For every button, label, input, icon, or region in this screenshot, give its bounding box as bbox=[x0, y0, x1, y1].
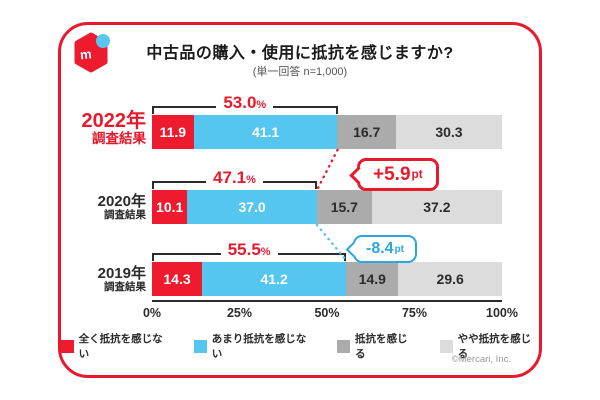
bar-segment: 11.9 bbox=[152, 115, 194, 149]
bubble-tail-icon bbox=[349, 166, 368, 185]
bar-segment: 37.0 bbox=[187, 190, 317, 224]
bar-segment: 30.3 bbox=[395, 115, 502, 149]
survey-row-2020: 47.1% 10.1 37.0 15.7 37.2 bbox=[152, 168, 502, 224]
bracket-label: 47.1% bbox=[205, 168, 263, 190]
row-label-2019: 2019年 調査結果 bbox=[97, 265, 146, 293]
bar-segment: 41.2 bbox=[202, 262, 347, 296]
bracket-label: 55.5% bbox=[220, 240, 278, 262]
bar-segment: 10.1 bbox=[152, 190, 188, 224]
segment-value: 16.7 bbox=[353, 124, 381, 140]
copyright: ©Mercari, Inc. bbox=[451, 354, 511, 365]
legend: 全く抵抗を感じない あまり抵抗を感じない 抵抗を感じる やや抵抗を感じる bbox=[61, 331, 539, 361]
bubble-tail-icon bbox=[345, 241, 362, 258]
callout-plus: +5.9 pt bbox=[349, 158, 439, 191]
x-axis: 0% 25% 50% 75% 100% bbox=[61, 306, 539, 322]
bracket-2022: 53.0% bbox=[152, 93, 338, 115]
segment-value: 14.9 bbox=[358, 271, 386, 287]
axis-tick: 25% bbox=[226, 306, 253, 320]
legend-swatch bbox=[194, 339, 207, 353]
bracket-2019: 55.5% bbox=[152, 240, 347, 262]
segment-value: 37.0 bbox=[238, 199, 266, 215]
row-label-2020: 2020年 調査結果 bbox=[97, 193, 146, 221]
bracket-2020: 47.1% bbox=[152, 168, 317, 190]
legend-swatch bbox=[440, 339, 453, 353]
stacked-bar-2019: 14.3 41.2 14.9 29.6 bbox=[152, 262, 502, 296]
axis-tick: 100% bbox=[486, 306, 518, 320]
segment-value: 30.3 bbox=[435, 124, 463, 140]
segment-value: 15.7 bbox=[330, 199, 358, 215]
legend-item: あまり抵抗を感じない bbox=[194, 331, 313, 361]
segment-value: 29.6 bbox=[436, 271, 464, 287]
legend-item: 抵抗を感じる bbox=[337, 331, 416, 361]
bar-segment: 41.1 bbox=[193, 115, 338, 149]
legend-item: やや抵抗を感じる bbox=[440, 331, 539, 361]
axis-tick: 75% bbox=[401, 306, 428, 320]
segment-value: 41.1 bbox=[251, 124, 280, 140]
bar-segment: 16.7 bbox=[337, 115, 396, 149]
mercari-logo-icon: m bbox=[74, 32, 110, 73]
segment-value: 14.3 bbox=[163, 271, 191, 287]
legend-label: やや抵抗を感じる bbox=[457, 333, 532, 360]
segment-value: 37.2 bbox=[423, 199, 451, 215]
axis-tick: 0% bbox=[142, 306, 162, 320]
bar-segment: 14.3 bbox=[152, 262, 203, 296]
segment-value: 10.1 bbox=[156, 199, 184, 215]
stacked-bar-2020: 10.1 37.0 15.7 37.2 bbox=[152, 190, 502, 224]
x-axis-line bbox=[152, 300, 502, 302]
chart-subtitle: (単一回答 n=1,000) bbox=[252, 66, 348, 78]
segment-value: 11.9 bbox=[159, 124, 187, 140]
stacked-bar-2022: 11.9 41.1 16.7 30.3 bbox=[152, 115, 502, 149]
bracket-label: 53.0% bbox=[216, 93, 274, 115]
row-label-2022: 2022年 調査結果 bbox=[81, 110, 147, 146]
survey-row-2022: 53.0% 11.9 41.1 16.7 30.3 bbox=[152, 93, 502, 149]
axis-tick: 50% bbox=[314, 306, 340, 320]
legend-label: あまり抵抗を感じない bbox=[211, 333, 307, 360]
legend-item: 全く抵抗を感じない bbox=[61, 331, 170, 361]
bar-segment: 37.2 bbox=[371, 190, 502, 224]
svg-text:m: m bbox=[79, 46, 92, 62]
callout-minus: -8.4 pt bbox=[345, 235, 417, 263]
chart-title: 中古品の購入・使用に抵抗を感じますか? bbox=[146, 45, 454, 62]
legend-label: 全く抵抗を感じない bbox=[78, 333, 163, 360]
bar-segment: 15.7 bbox=[316, 190, 372, 224]
legend-label: 抵抗を感じる bbox=[355, 333, 408, 360]
bar-segment: 14.9 bbox=[346, 262, 399, 296]
bar-segment: 29.6 bbox=[398, 262, 502, 296]
segment-value: 41.2 bbox=[260, 271, 288, 287]
survey-row-2019: 55.5% 14.3 41.2 14.9 29.6 bbox=[152, 240, 502, 296]
legend-swatch bbox=[61, 339, 74, 353]
infographic-card: m 中古品の購入・使用に抵抗を感じますか? (単一回答 n=1,000) 202… bbox=[58, 22, 542, 378]
legend-swatch bbox=[337, 339, 351, 353]
